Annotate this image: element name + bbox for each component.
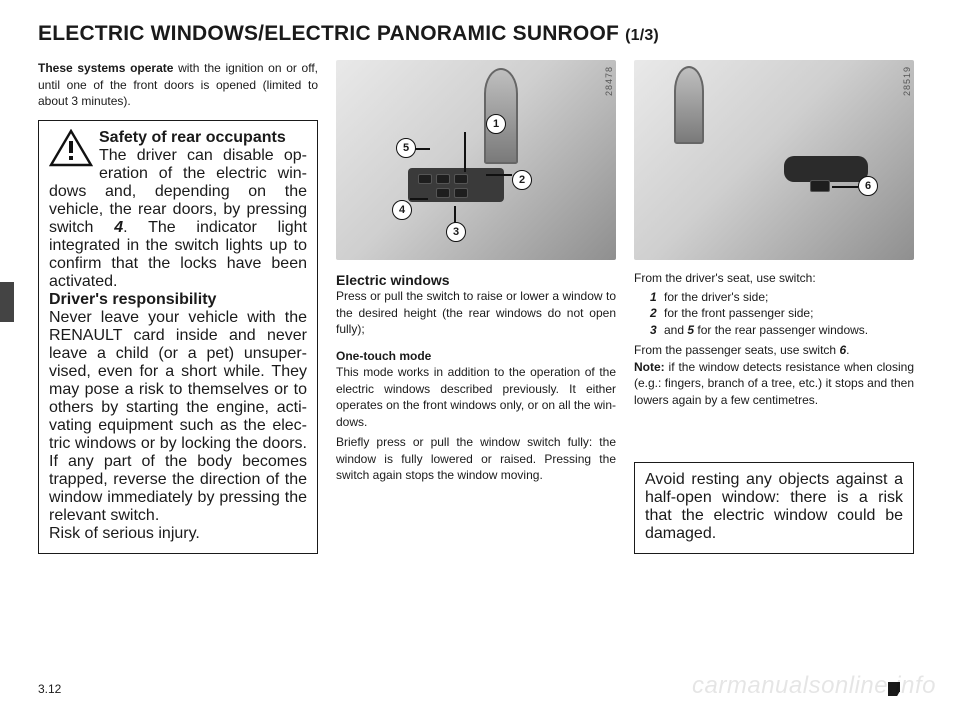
column-left: These systems operate with the igni­tion… xyxy=(38,60,318,554)
warning-triangle-icon xyxy=(49,129,93,167)
mid-h2: One-touch mode xyxy=(336,348,616,365)
caution-box: Avoid resting any objects against a half… xyxy=(634,462,914,554)
warn-h1: Safety of rear occupants xyxy=(99,129,286,146)
warning-row: Safety of rear occupants The driver can … xyxy=(49,129,307,291)
list-item: 1for the driver's side; xyxy=(650,289,914,306)
door-panel-art-2 xyxy=(634,60,914,260)
section-tab xyxy=(0,282,14,322)
title-pager: (1/3) xyxy=(625,27,659,44)
mid-p2: This mode works in addition to the opera… xyxy=(336,364,616,430)
right-lead: From the driver's seat, use switch: xyxy=(634,270,914,287)
callout-3: 3 xyxy=(446,222,466,242)
warn-t3: Risk of serious injury. xyxy=(49,525,200,542)
caution-text: Avoid resting any objects against a half… xyxy=(645,471,903,542)
warn-h2: Driver's responsibility xyxy=(49,291,216,308)
warning-box: Safety of rear occupants The driver can … xyxy=(38,120,318,554)
mid-p3: Briefly press or pull the window switch … xyxy=(336,434,616,484)
intro-paragraph: These systems operate with the igni­tion… xyxy=(38,60,318,110)
page-number: 3.12 xyxy=(38,682,61,696)
mid-p1: Press or pull the switch to raise or low… xyxy=(336,288,616,338)
callout-2: 2 xyxy=(512,170,532,190)
callout-4: 4 xyxy=(392,200,412,220)
column-right: 28519 6 From the driver's seat, use swit… xyxy=(634,60,914,554)
column-middle: 28478 1 2 3 xyxy=(336,60,616,554)
right-note: Note: if the window detects resistance w… xyxy=(634,359,914,409)
door-panel-art xyxy=(336,60,616,260)
page-end-marker xyxy=(888,682,900,696)
switch-list: 1for the driver's side; 2for the front p… xyxy=(634,289,914,339)
callout-6: 6 xyxy=(858,176,878,196)
page-title: ELECTRIC WINDOWS/ELECTRIC PANORAMIC SUNR… xyxy=(38,22,922,46)
warn-t2: Never leave your vehicle with the RENAUL… xyxy=(49,309,307,524)
callout-1: 1 xyxy=(486,114,506,134)
title-main: ELECTRIC WINDOWS/ELECTRIC PANORAMIC SUNR… xyxy=(38,22,625,45)
warn-sw4: 4 xyxy=(114,219,123,236)
list-item: 3 and 5 for the rear passenger win­dows. xyxy=(650,322,914,339)
content-columns: These systems operate with the igni­tion… xyxy=(38,60,922,554)
callout-5: 5 xyxy=(396,138,416,158)
electric-windows-heading: Electric windows xyxy=(336,272,616,288)
passenger-door-photo: 28519 6 xyxy=(634,60,914,260)
right-p2: From the passenger seats, use switch 6. xyxy=(634,342,914,359)
manual-page: ELECTRIC WINDOWS/ELECTRIC PANORAMIC SUNR… xyxy=(0,0,960,710)
driver-door-photo: 28478 1 2 3 xyxy=(336,60,616,260)
list-item: 2for the front passenger side; xyxy=(650,305,914,322)
